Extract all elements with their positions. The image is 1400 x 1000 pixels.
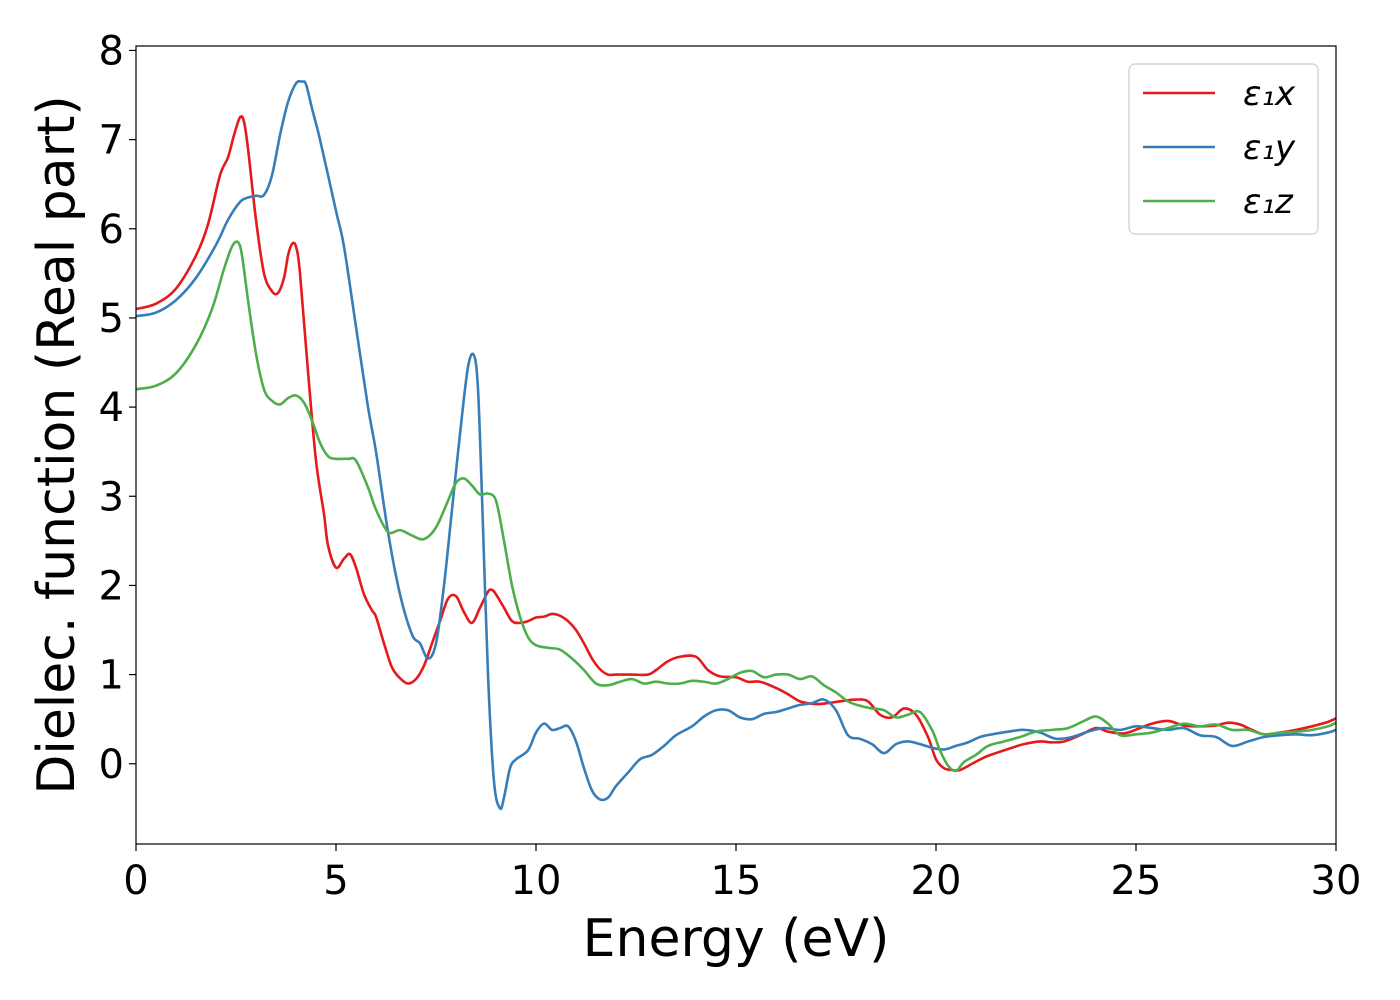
y-tick-label: 6 bbox=[99, 207, 124, 253]
legend-label-3: ε₁z bbox=[1243, 182, 1294, 222]
x-tick-label: 15 bbox=[711, 858, 762, 904]
x-tick-label: 10 bbox=[511, 858, 562, 904]
x-tick-label: 5 bbox=[323, 858, 348, 904]
y-tick-label: 8 bbox=[99, 28, 124, 74]
y-tick-label: 0 bbox=[99, 742, 124, 788]
x-axis-ticks: 0 5 10 15 20 25 30 bbox=[123, 844, 1361, 904]
series-line-3 bbox=[135, 240, 1337, 773]
x-tick-label: 20 bbox=[911, 858, 962, 904]
legend-box bbox=[1128, 63, 1319, 235]
series-line-1 bbox=[135, 115, 1337, 772]
series-line-2 bbox=[135, 79, 1337, 811]
x-tick-label: 0 bbox=[123, 858, 148, 904]
y-axis-ticks: 0 1 2 3 4 5 6 7 8 bbox=[99, 28, 136, 788]
y-tick-label: 3 bbox=[99, 474, 124, 520]
legend: ε₁x ε₁y ε₁z bbox=[1128, 63, 1319, 235]
y-tick-label: 2 bbox=[99, 563, 124, 609]
x-tick-label: 30 bbox=[1311, 858, 1362, 904]
y-tick-label: 5 bbox=[99, 296, 124, 342]
legend-label-2: ε₁y bbox=[1243, 128, 1296, 168]
y-tick-label: 4 bbox=[99, 385, 124, 431]
x-tick-label: 25 bbox=[1111, 858, 1162, 904]
series-layer bbox=[135, 79, 1337, 811]
legend-label-1: ε₁x bbox=[1243, 74, 1296, 114]
x-axis-title: Energy (eV) bbox=[583, 909, 890, 969]
y-axis-title: Dielec. function (Real part) bbox=[27, 95, 87, 794]
y-tick-label: 7 bbox=[99, 118, 124, 164]
y-tick-label: 1 bbox=[99, 653, 124, 699]
